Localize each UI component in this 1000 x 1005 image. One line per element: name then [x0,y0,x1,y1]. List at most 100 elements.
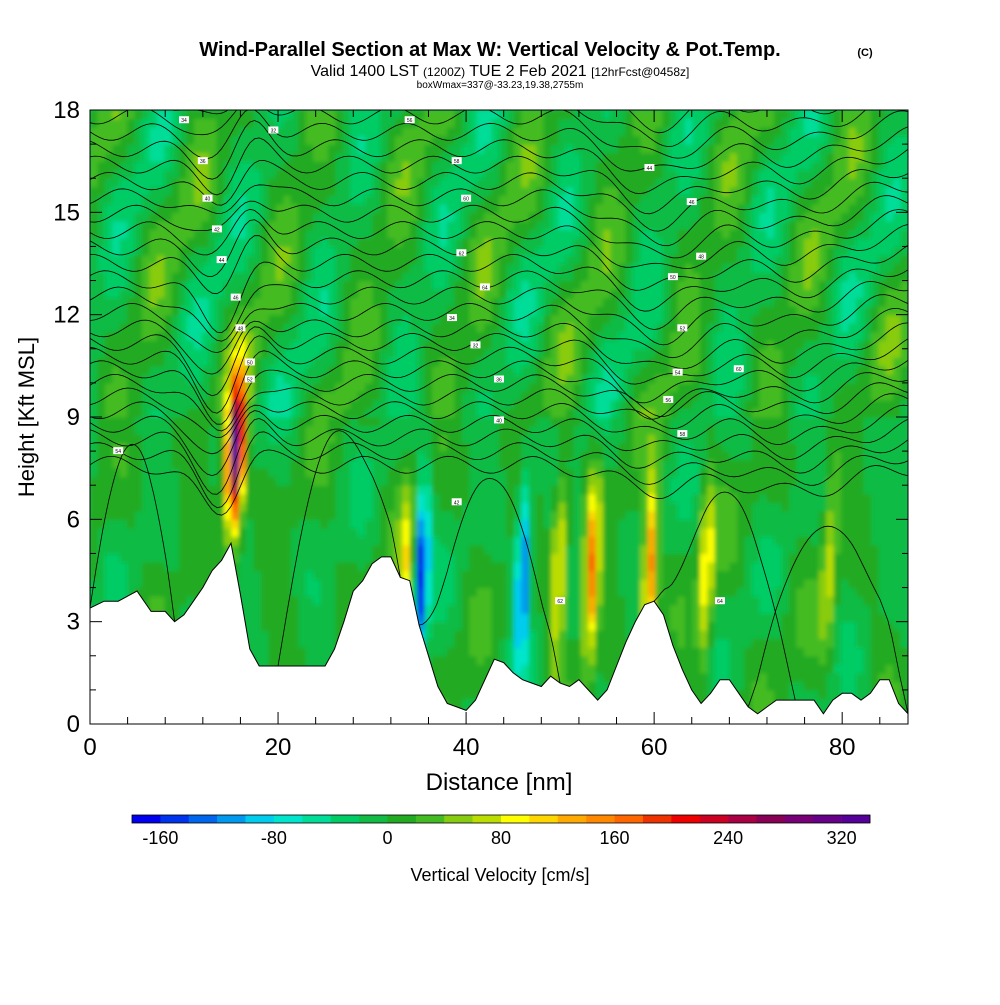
field-cell [119,527,128,537]
field-cell [335,442,344,452]
field-cell [97,553,106,563]
field-cell [513,519,522,529]
field-cell [424,493,433,503]
field-cell [595,417,604,427]
field-cell [863,365,872,375]
field-cell [394,553,403,563]
field-cell [647,348,656,358]
field-cell [149,374,158,384]
field-cell [261,468,270,478]
field-cell [699,544,708,555]
field-cell [223,365,232,375]
field-cell [320,604,329,614]
field-cell [432,442,441,452]
field-cell [327,451,336,461]
field-cell [261,647,270,657]
field-cell [900,596,908,606]
field-cell [506,664,515,674]
field-cell [432,425,441,435]
field-cell [476,672,485,682]
field-cell [223,391,232,401]
field-cell [833,553,842,563]
field-cell [290,468,299,478]
field-cell [528,647,537,657]
field-cell [558,442,567,452]
field-cell [417,425,426,435]
field-cell [127,579,136,589]
field-cell [268,647,277,657]
field-cell [647,493,656,503]
field-cell [848,391,857,401]
field-cell [893,451,902,461]
field-cell [796,399,805,410]
field-cell [424,485,433,495]
field-cell [729,519,738,529]
field-cell [528,357,537,367]
field-cell [818,391,827,401]
field-cell [513,340,522,350]
field-cell [469,664,478,674]
field-cell [558,434,567,444]
field-cell [402,340,411,350]
field-cell [781,672,790,682]
field-cell [893,570,902,580]
field-cell [402,570,411,580]
field-cell [729,417,738,427]
field-cell [387,374,396,384]
field-cell [327,399,336,410]
field-cell [841,536,850,546]
field-cell [789,655,798,665]
field-cell [573,434,582,444]
field-cell [759,681,768,691]
field-cell [774,536,783,546]
field-cell [595,434,604,444]
field-cell [900,502,908,512]
field-cell [513,570,522,580]
field-cell [595,451,604,461]
field-cell [855,604,864,614]
field-cell [580,647,589,657]
field-cell [461,527,470,537]
field-cell [781,604,790,614]
field-cell [885,596,894,606]
field-cell [744,698,753,708]
field-cell [811,536,820,546]
field-cell [878,579,887,589]
field-cell [409,476,418,486]
field-cell [528,672,537,682]
field-cell [342,485,351,495]
field-cell [714,408,723,418]
field-cell [186,357,195,367]
field-cell [543,553,552,563]
field-cell [298,536,307,546]
field-cell [684,638,693,648]
field-cell [796,485,805,495]
field-cell [759,476,768,486]
field-cell [320,544,329,555]
field-cell [521,587,530,597]
field-cell [387,510,396,520]
field-cell [201,561,210,572]
field-cell [484,442,493,452]
field-cell [491,510,500,520]
field-cell [484,391,493,401]
field-cell [551,476,560,486]
field-cell [900,408,908,418]
field-cell [751,340,760,350]
field-cell [372,348,381,358]
field-cell [275,459,284,469]
field-cell [521,357,530,367]
field-cell [625,408,634,418]
field-cell [536,630,545,640]
field-cell [722,561,731,572]
field-cell [409,536,418,546]
field-cell [558,638,567,648]
field-cell [186,382,195,393]
field-cell [298,596,307,606]
field-cell [283,451,292,461]
field-cell [707,382,716,393]
field-cell [275,621,284,631]
field-cell [803,579,812,589]
field-cell [766,587,775,597]
field-cell [826,638,835,648]
